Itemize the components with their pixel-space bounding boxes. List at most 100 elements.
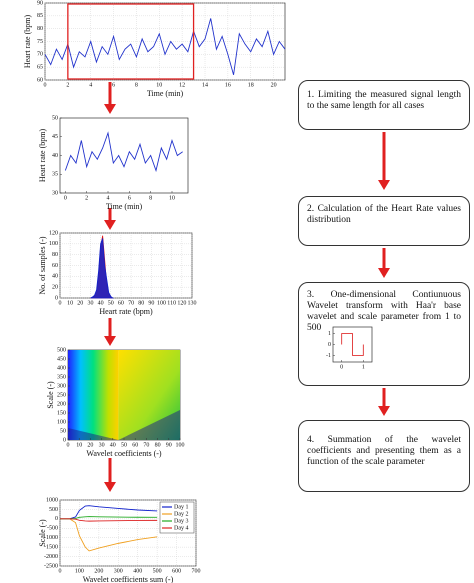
x-tick-label: 30 [99,442,105,448]
x-tick-label: 500 [153,568,162,574]
x-tick-label: 4 [107,195,110,201]
x-tick-label: 90 [166,442,172,448]
x-tick-label: 30 [87,300,93,306]
y-tick-label: 500 [57,347,66,353]
x-tick-label: 16 [225,82,231,88]
x-tick-label: 20 [87,442,93,448]
x-tick-label: 40 [110,442,116,448]
line [60,518,158,552]
y-tick-label: 200 [57,401,66,407]
x-tick-label: 90 [148,300,154,306]
step-box: 4. Summation of the wavelet coefficients… [298,420,470,492]
x-tick-label: 0 [44,82,47,88]
line [60,505,158,520]
y-tick-label: 35 [52,172,58,178]
y-tick-label: 80 [52,252,58,258]
y-tick-label: 40 [52,274,58,280]
y-axis-label: Scale (-) [46,381,55,409]
area [90,238,114,299]
legend-label: Day 1 [174,504,189,510]
y-axis-label: Heart rate (bpm) [38,129,47,183]
x-tick-label: 70 [128,300,134,306]
y-tick-label: -2000 [44,554,58,560]
x-tick-label: 200 [94,568,103,574]
y-tick-label: -500 [47,526,58,532]
y-tick-label: 0 [63,437,66,443]
y-tick-label: 50 [52,115,58,121]
y-tick-label: 70 [37,52,43,58]
y-tick-label: 500 [49,507,58,513]
y-tick-label: 100 [49,241,58,247]
x-tick-label: 80 [138,300,144,306]
x-tick-label: 4 [89,82,92,88]
legend-label: Day 3 [174,518,189,524]
y-tick-label: 40 [52,153,58,159]
y-tick-label: 0 [55,295,58,301]
x-tick-label: 10 [76,442,82,448]
x-tick-label: 40 [98,300,104,306]
x-tick-label: 60 [118,300,124,306]
x-tick-label: 70 [143,442,149,448]
y-axis-label: Scale (-) [38,519,47,547]
y-axis-label: Heart rate (bpm) [23,15,32,69]
y-tick-label: 60 [52,263,58,269]
plot-area [59,117,189,194]
y-tick-label: 1 [328,331,331,337]
heatmap-left [68,350,119,440]
x-axis-label: Time (min) [147,89,184,98]
x-tick-label: 300 [114,568,123,574]
x-tick-label: 0 [340,364,343,370]
x-tick-label: 10 [156,82,162,88]
x-tick-label: 2 [85,195,88,201]
y-tick-label: 80 [37,26,43,32]
x-axis-label: Wavelet coefficients (-) [86,449,162,458]
x-tick-label: 600 [172,568,181,574]
x-tick-label: 12 [179,82,185,88]
y-tick-label: 0 [328,342,331,348]
x-tick-label: 20 [271,82,277,88]
x-tick-label: 50 [108,300,114,306]
x-tick-label: 700 [192,568,201,574]
x-tick-label: 6 [128,195,131,201]
y-tick-label: 1000 [46,497,58,503]
step-box: 2. Calculation of the Heart Rate values … [298,196,470,246]
x-axis-label: Time (min) [106,202,143,211]
x-tick-label: 0 [59,300,62,306]
y-tick-label: 30 [52,190,58,196]
x-tick-label: 0 [64,195,67,201]
y-tick-label: 250 [57,392,66,398]
line [64,131,183,173]
x-tick-label: 120 [177,300,186,306]
step-box: 3. One-dimensional Contiunuous Wavelet t… [298,282,470,386]
line [60,518,158,522]
y-tick-label: 120 [49,230,58,236]
y-tick-label: 300 [57,383,66,389]
y-tick-label: 0 [55,516,58,522]
y-tick-label: 350 [57,374,66,380]
y-tick-label: 85 [37,13,43,19]
x-tick-label: 2 [66,82,69,88]
y-tick-label: -1 [326,353,331,359]
y-tick-label: 90 [37,0,43,6]
x-tick-label: 6 [112,82,115,88]
x-tick-label: 0 [67,442,70,448]
x-tick-label: 80 [155,442,161,448]
x-tick-label: 0 [59,568,62,574]
y-tick-label: 150 [57,410,66,416]
highlight-box [67,3,195,80]
x-tick-label: 100 [157,300,166,306]
y-tick-label: -2500 [44,563,58,569]
x-tick-label: 50 [121,442,127,448]
x-tick-label: 1 [362,364,365,370]
x-tick-label: 60 [132,442,138,448]
line [44,18,286,75]
y-tick-label: 50 [60,428,66,434]
y-tick-label: 45 [52,134,58,140]
step-box: 1. Limiting the measured signal length t… [298,80,470,130]
x-axis-label: Wavelet coefficients sum (-) [83,575,174,583]
line [341,333,364,356]
x-tick-label: 8 [149,195,152,201]
